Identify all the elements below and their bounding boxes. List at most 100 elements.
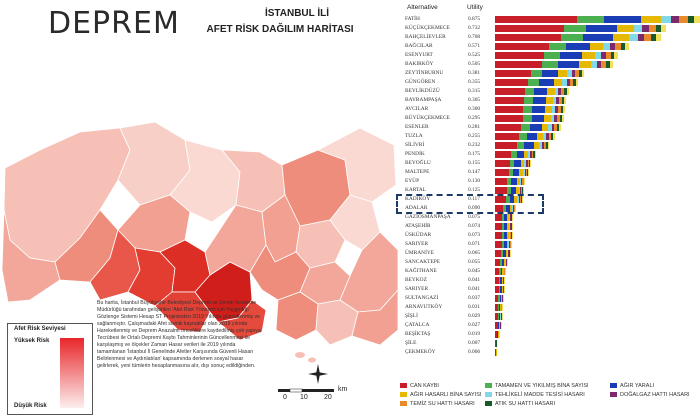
chart-bar-segment: [644, 34, 651, 41]
chart-legend: CAN KAYBI TAMAMEN VE YIKILMIŞ BİNA SAYISI…: [400, 383, 700, 417]
chart-bar-segment: [516, 142, 524, 149]
chart-bar: [495, 16, 700, 23]
chart-row: ÜMRANİYE 0.065: [397, 250, 697, 257]
chart-row-label: BEYOĞLU: [405, 160, 431, 166]
chart-row-label: AVCILAR: [405, 106, 429, 112]
chart-row: AVCILAR 0.300: [397, 106, 697, 113]
scale-label-10: 10: [300, 394, 308, 401]
chart-bar-segment: [510, 214, 511, 221]
chart-row-value: 0.074: [468, 223, 481, 229]
district-tuzla: [351, 288, 399, 346]
chart-row: KÜÇÜKÇEKMECE 0.732: [397, 25, 697, 32]
chart-bar-segment: [554, 124, 557, 131]
chart-bar-segment: [509, 241, 511, 248]
map-subtitle-line2: AFET RİSK DAĞILIM HARİTASI: [206, 24, 354, 35]
chart-legend-item: AĞIR HASARLI BİNA SAYISI: [400, 392, 481, 398]
chart-row-label: BAYRAMPAŞA: [405, 97, 442, 103]
chart-row-label: KARTAL: [405, 187, 427, 193]
chart-bar-segment: [508, 232, 510, 239]
chart-bar-segment: [506, 241, 509, 248]
chart-row: ŞİLE 0.007: [397, 340, 697, 347]
chart-legend-label: DOĞALGAZ HATTI HASARI: [620, 392, 690, 398]
chart-bar-segment: [679, 16, 688, 23]
chart-row: ESENYURT 0.525: [397, 52, 697, 59]
chart-bar-segment: [544, 106, 552, 113]
chart-row-value: 0.155: [468, 160, 481, 166]
chart-row-label: SİLİVRİ: [405, 142, 425, 148]
chart-bar: [495, 223, 513, 230]
istanbul-map: [1, 121, 399, 393]
chart-bar-segment: [542, 70, 559, 77]
chart-bar-segment: [528, 79, 540, 86]
chart-row: ÜSKÜDAR 0.073: [397, 232, 697, 239]
highlight-box: [396, 194, 544, 214]
chart-row: ZEYTİNBURNU 0.381: [397, 70, 697, 77]
chart-row-label: ARNAVUTKÖY: [405, 304, 443, 310]
chart-legend-swatch: [485, 401, 492, 407]
chart-row-value: 0.027: [468, 322, 481, 328]
chart-bar-segment: [495, 259, 501, 266]
chart-bar: [495, 178, 526, 185]
chart-bar-segment: [509, 205, 513, 212]
chart-bar-segment: [495, 313, 498, 320]
chart-row: SARIYER 0.071: [397, 241, 697, 248]
chart-row-label: ESENLER: [405, 124, 429, 130]
chart-bar-segment: [533, 142, 539, 149]
chart-row-value: 0.117: [468, 196, 480, 202]
chart-bar-segment: [633, 25, 643, 32]
chart-bar-segment: [546, 133, 549, 140]
chart-bar-segment: [547, 88, 555, 95]
chart-row: KARTAL 0.125: [397, 187, 697, 194]
chart-bar-segment: [551, 124, 555, 131]
chart-bar-segment: [500, 304, 501, 311]
chart-bar-segment: [511, 151, 517, 158]
chart-bar-segment: [567, 70, 572, 77]
chart-bar: [495, 142, 550, 149]
chart-row: ÇATALCA 0.027: [397, 322, 697, 329]
chart-bar-segment: [511, 232, 512, 239]
chart-bar-segment: [637, 34, 645, 41]
chart-bar-segment: [500, 286, 502, 293]
district-zeytinburnu: [217, 299, 267, 341]
chart-bar-segment: [601, 61, 607, 68]
chart-legend-swatch: [485, 383, 492, 389]
chart-bar-segment: [575, 70, 579, 77]
chart-bar-segment: [530, 151, 532, 158]
chart-bar-segment: [495, 286, 499, 293]
chart-bar-segment: [556, 124, 559, 131]
chart-bar-segment: [520, 160, 525, 167]
chart-bar-segment: [506, 259, 508, 266]
chart-bar-segment: [541, 124, 549, 131]
chart-row-value: 0.041: [468, 277, 481, 283]
chart-bar-segment: [661, 16, 672, 23]
chart-bar-segment: [501, 223, 505, 230]
chart-bar-segment: [517, 196, 519, 203]
chart-row-label: KAĞITHANE: [405, 268, 437, 274]
chart-bar: [495, 304, 503, 311]
chart-bar-segment: [504, 214, 508, 221]
chart-bar-segment: [502, 214, 505, 221]
chart-bar-segment: [511, 178, 517, 185]
chart-bar-segment: [559, 115, 562, 122]
chart-row: ARNAVUTKÖY 0.031: [397, 304, 697, 311]
chart-bar-segment: [501, 241, 504, 248]
chart-bar: [495, 214, 513, 221]
chart-bar-segment: [548, 43, 566, 50]
chart-bar-segment: [495, 205, 504, 212]
chart-row: ESENLER 0.281: [397, 124, 697, 131]
chart-row: BAHÇELİEVLER 0.708: [397, 34, 697, 41]
chart-legend-item: CAN KAYBI: [400, 383, 439, 389]
chart-bar: [495, 97, 567, 104]
chart-bar-segment: [513, 205, 514, 212]
chart-bar-segment: [603, 16, 641, 23]
chart-bar-segment: [511, 214, 513, 221]
chart-bar-segment: [530, 160, 532, 167]
chart-legend-label: TEHLİKELİ MADDE TESİSİ HASARI: [495, 392, 585, 398]
chart-bar-segment: [495, 115, 523, 122]
chart-bar-segment: [629, 34, 638, 41]
chart-bar-segment: [495, 97, 524, 104]
chart-bar: [495, 232, 513, 239]
chart-header-alternative: Alternative: [407, 4, 438, 11]
chart-bar-segment: [516, 151, 525, 158]
chart-legend-item: TAMAMEN VE YIKILMIŞ BİNA SAYISI: [485, 383, 589, 389]
